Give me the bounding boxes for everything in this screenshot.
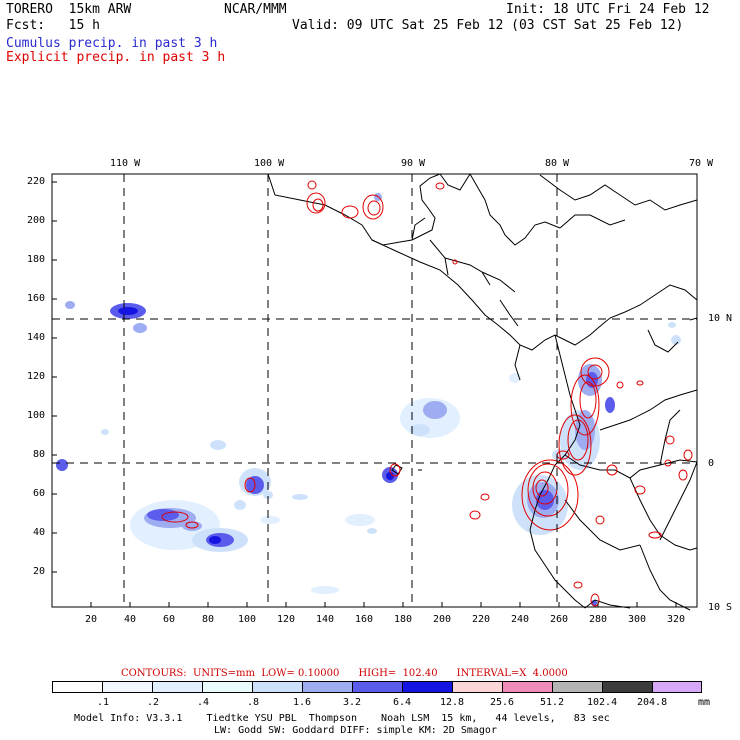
x-tick: 160 — [355, 614, 374, 625]
colorbar-unit: mm — [698, 697, 711, 708]
colorbar-label: 12.8 — [440, 697, 465, 708]
x-tick: 240 — [511, 614, 530, 625]
x-tick: 40 — [124, 614, 137, 625]
x-tick: 200 — [433, 614, 452, 625]
map-frame — [51, 173, 698, 608]
cumulus-legend: Cumulus precip. in past 3 h — [6, 36, 218, 51]
axis-ticks — [52, 181, 677, 607]
colorbar-box — [452, 681, 503, 693]
lat-label-10n: 10 N — [708, 313, 733, 324]
x-tick: 280 — [589, 614, 608, 625]
lon-label-70w: 70 W — [689, 158, 714, 169]
lat-label-10s: 10 S — [708, 602, 733, 613]
explicit-precip-contours — [161, 180, 693, 607]
colorbar-label: .1 — [97, 697, 110, 708]
x-tick: 260 — [550, 614, 569, 625]
colorbar-label: .2 — [147, 697, 160, 708]
colorbar-box — [352, 681, 403, 693]
x-tick: 300 — [628, 614, 647, 625]
y-tick: 40 — [33, 527, 46, 538]
coastlines — [267, 173, 698, 611]
init-time: Init: 18 UTC Fri 24 Feb 12 — [506, 2, 710, 17]
lon-label-80w: 80 W — [545, 158, 570, 169]
lat-label-0: 0 — [708, 458, 715, 469]
x-tick: 120 — [277, 614, 296, 625]
lon-label-110w: 110 W — [110, 158, 141, 169]
x-tick: 220 — [472, 614, 491, 625]
y-tick: 180 — [27, 254, 46, 265]
colorbar-box — [152, 681, 203, 693]
model-title: TORERO 15km ARW — [6, 2, 132, 17]
contour-info: CONTOURS: UNITS=mm LOW= 0.10000 HIGH= 10… — [121, 668, 568, 679]
x-tick: 320 — [667, 614, 686, 625]
colorbar-label: .4 — [197, 697, 210, 708]
y-tick: 100 — [27, 410, 46, 421]
org-label: NCAR/MMM — [224, 2, 287, 17]
explicit-legend: Explicit precip. in past 3 h — [6, 50, 226, 65]
colorbar-box — [602, 681, 653, 693]
y-tick: 80 — [33, 449, 46, 460]
x-tick: 20 — [85, 614, 98, 625]
y-tick: 200 — [27, 215, 46, 226]
y-tick: 120 — [27, 371, 46, 382]
y-tick: 160 — [27, 293, 46, 304]
cumulus-precip-shading — [56, 193, 681, 606]
colorbar-box — [252, 681, 303, 693]
lon-label-100w: 100 W — [254, 158, 285, 169]
y-tick: 20 — [33, 566, 46, 577]
colorbar-box — [302, 681, 353, 693]
lon-label-90w: 90 W — [401, 158, 426, 169]
colorbar-box — [52, 681, 103, 693]
colorbar-box — [102, 681, 153, 693]
x-tick: 80 — [202, 614, 215, 625]
colorbar-label: 102.4 — [587, 697, 618, 708]
forecast-hour: Fcst: 15 h — [6, 18, 100, 33]
latlon-grid — [52, 174, 697, 607]
y-tick: 220 — [27, 176, 46, 187]
colorbar-box — [552, 681, 603, 693]
y-tick: 140 — [27, 332, 46, 343]
colorbar-box — [202, 681, 253, 693]
colorbar-box — [502, 681, 553, 693]
x-tick: 60 — [163, 614, 176, 625]
colorbar-label: .8 — [247, 697, 260, 708]
model-info: Model Info: V3.3.1 Tiedtke YSU PBL Thomp… — [74, 713, 610, 724]
colorbar-label: 1.6 — [293, 697, 312, 708]
y-tick: 60 — [33, 488, 46, 499]
colorbar-box — [402, 681, 453, 693]
colorbar-label: 25.6 — [490, 697, 515, 708]
colorbar-label: 6.4 — [393, 697, 412, 708]
physics-info: LW: Godd SW: Goddard DIFF: simple KM: 2D… — [214, 725, 497, 736]
colorbar-box — [652, 681, 702, 693]
colorbar-label: 51.2 — [540, 697, 565, 708]
x-tick: 180 — [394, 614, 413, 625]
x-tick: 140 — [316, 614, 335, 625]
valid-time: Valid: 09 UTC Sat 25 Feb 12 (03 CST Sat … — [292, 18, 684, 33]
x-tick: 100 — [238, 614, 257, 625]
colorbar-label: 204.8 — [637, 697, 668, 708]
colorbar-label: 3.2 — [343, 697, 362, 708]
